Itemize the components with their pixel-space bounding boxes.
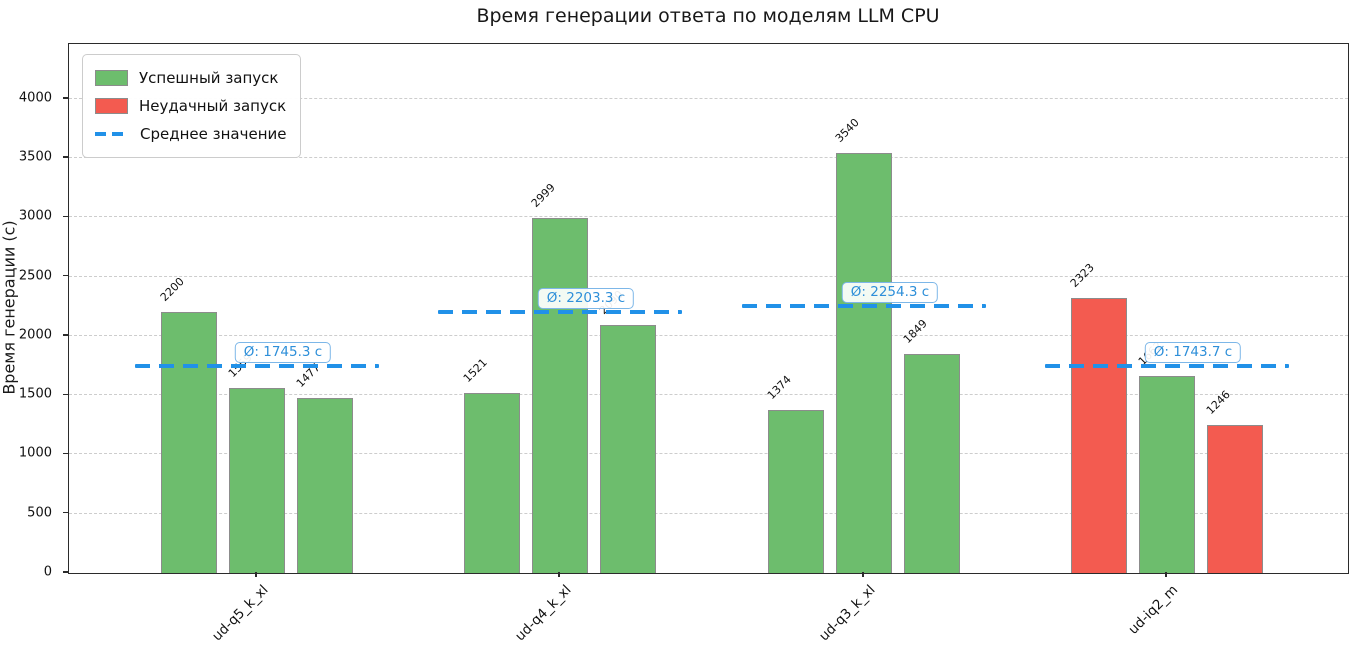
mean-value-badge: Ø: 2203.3 с [537,287,635,309]
success-swatch [95,70,128,86]
gridline [69,216,1348,218]
gridline [69,275,1348,277]
y-tick-label: 3500 [18,149,52,165]
bar-success [600,325,656,573]
gridline [69,97,1348,99]
bar-success [161,312,217,573]
y-tick-label: 2000 [18,327,52,343]
legend-item-mean: Среднее значение [95,120,286,148]
legend-label-failure: Неудачный запуск [139,97,287,115]
y-tick-mark [63,452,68,455]
y-tick-label: 1000 [18,445,52,461]
x-tick-mark [1165,572,1167,577]
bar-value-text: 2999 [528,180,558,210]
bar-success [297,397,353,573]
mean-line [742,303,986,308]
legend-label-success: Успешный запуск [139,69,279,87]
x-tick-mark [255,572,257,577]
y-tick-mark [63,215,68,218]
mean-line [438,309,682,314]
y-tick-mark [63,393,68,395]
bar-value-text: 1246 [1203,388,1233,418]
bar-value-text: 3540 [832,116,862,146]
bar-success [768,410,824,573]
y-tick-mark [63,512,68,514]
x-tick-mark [862,572,864,577]
legend-label-mean: Среднее значение [140,125,287,143]
bar-success [904,353,960,573]
y-tick-label: 0 [43,564,52,580]
mean-dashed-line-swatch [95,132,129,136]
bar-value-text: 1849 [900,316,930,346]
y-tick-label: 4000 [18,90,52,106]
y-tick-label: 3000 [18,208,52,224]
x-tick-mark [558,572,560,577]
plot-area: 2200155914771521299920901374354018492323… [68,43,1349,574]
y-tick-mark [63,275,68,277]
chart-title: Время генерации ответа по моделям LLM CP… [476,5,940,27]
bar-success [836,153,892,573]
legend-item-failure: Неудачный запуск [95,92,286,120]
x-tick-text: ud-q3_k_xl [815,582,879,645]
x-tick-text: ud-q5_k_xl [208,582,272,645]
gridline [69,334,1348,336]
gridline [69,512,1348,514]
gridline [69,453,1348,455]
y-tick-label: 500 [27,505,52,521]
legend: Успешный запуск Неудачный запуск Среднее… [82,54,302,158]
mean-line [1045,364,1289,369]
gridline [69,157,1348,159]
y-tick-mark [63,571,68,573]
y-tick-mark [63,97,68,99]
bar-success [464,392,520,573]
bar-failure [1207,425,1263,573]
mean-value-badge: Ø: 2254.3 с [841,281,939,303]
bar-value-text: 2200 [157,275,187,305]
mean-line [135,364,379,369]
x-tick-text: ud-q4_k_xl [511,582,575,645]
bar-success [229,388,285,573]
bar-failure [1071,297,1127,573]
y-tick-label: 1500 [18,386,52,402]
y-tick-mark [63,334,68,336]
mean-value-badge: Ø: 1743.7 с [1144,342,1242,364]
mean-value-badge: Ø: 1745.3 с [234,342,332,364]
bar-success [532,217,588,573]
bar-success [1139,376,1195,573]
y-tick-label: 2500 [18,268,52,284]
gridline [69,394,1348,396]
x-tick-text: ud-iq2_m [1125,582,1182,638]
bar-value-text: 1374 [764,373,794,403]
y-tick-mark [63,156,68,158]
bar-value-text: 1521 [460,355,490,385]
legend-item-success: Успешный запуск [95,64,286,92]
failure-swatch [95,98,128,114]
